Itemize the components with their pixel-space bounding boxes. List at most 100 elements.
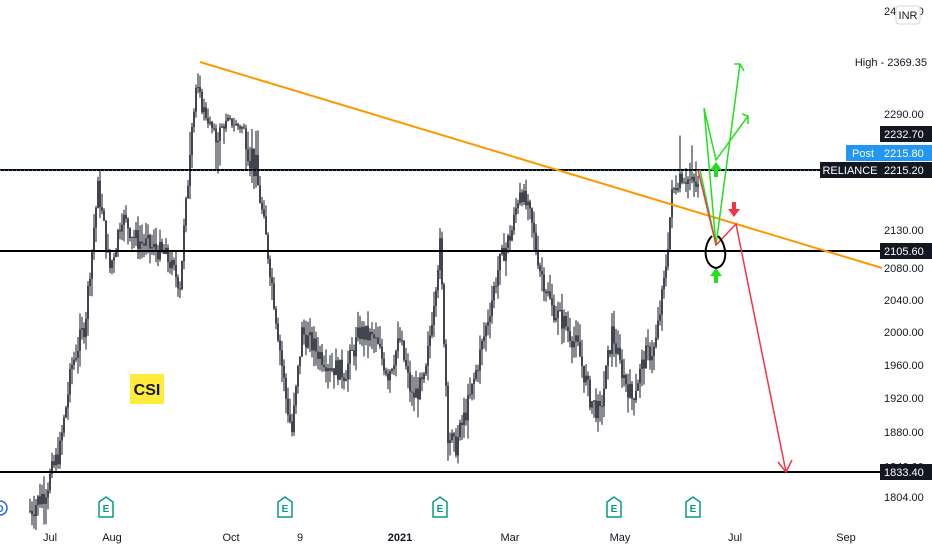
candle-body xyxy=(273,283,275,309)
candle-body xyxy=(471,383,473,395)
earnings-marker[interactable]: E xyxy=(606,496,622,518)
candle-body xyxy=(223,126,225,129)
price-tag[interactable]: 2232.70 xyxy=(880,126,932,142)
buy-signal-arrow xyxy=(710,268,722,283)
price-tag[interactable]: 1833.40 xyxy=(880,464,932,480)
candle-body xyxy=(317,351,319,359)
touch-point-circle xyxy=(704,235,727,270)
bullish-projection-path-alt[interactable] xyxy=(703,107,749,246)
candle-body xyxy=(527,201,529,206)
price-tag[interactable]: 2215.20 RELIANCE xyxy=(820,162,932,178)
candle-body xyxy=(75,357,77,360)
price-tag[interactable]: High - 2369.35 xyxy=(855,57,927,69)
candle-body xyxy=(619,347,621,360)
candle-body xyxy=(491,300,493,317)
price-tag[interactable]: 2105.60 xyxy=(880,243,932,259)
candle-body xyxy=(221,126,223,128)
candle-body xyxy=(37,496,39,506)
candle-body xyxy=(167,247,169,262)
candle-body xyxy=(521,192,523,203)
candle-body xyxy=(293,405,295,433)
candle-body xyxy=(99,180,101,208)
candle-body xyxy=(591,401,593,408)
candle-body xyxy=(415,388,417,398)
candle-body xyxy=(153,243,155,248)
price-tag[interactable]: 2215.80 Post xyxy=(846,145,932,161)
candle-body xyxy=(499,253,501,271)
candle-body xyxy=(385,370,387,374)
candle-body xyxy=(63,417,65,433)
candle-body xyxy=(549,291,551,299)
candle-body xyxy=(81,328,83,330)
candle-body xyxy=(55,454,57,466)
candle-body xyxy=(625,374,627,385)
candle-body xyxy=(467,395,469,421)
candle-body xyxy=(545,291,547,294)
bullish-arrowhead[interactable] xyxy=(734,63,745,72)
candle-body xyxy=(469,394,471,396)
candle-body xyxy=(333,368,335,376)
candle-body xyxy=(411,391,413,393)
candle-body xyxy=(145,238,147,246)
x-tick-label: Sep xyxy=(836,532,856,544)
candle-body xyxy=(339,359,341,380)
event-marker-label: E xyxy=(611,504,618,515)
candle-body xyxy=(635,390,637,401)
candle-body xyxy=(539,265,541,272)
candle-body xyxy=(575,335,577,342)
candle-body xyxy=(83,328,85,338)
candle-body xyxy=(311,332,313,351)
earnings-marker[interactable]: E xyxy=(432,496,448,518)
candle-body xyxy=(35,505,37,517)
bearish-arrowhead[interactable] xyxy=(777,459,793,474)
candle-body xyxy=(503,248,505,261)
bullish-arrowhead-alt[interactable] xyxy=(741,113,749,124)
candle-body xyxy=(241,127,243,129)
candle-body xyxy=(205,107,207,119)
candle-body xyxy=(667,249,669,267)
candle-body xyxy=(245,128,247,150)
candle-body xyxy=(157,251,159,260)
candle-body xyxy=(655,337,657,347)
dividend-marker[interactable]: D xyxy=(0,500,8,516)
candle-body xyxy=(595,400,597,419)
candle-body xyxy=(53,461,55,466)
trendline[interactable] xyxy=(199,61,883,269)
earnings-marker[interactable]: E xyxy=(277,496,293,518)
candle-body xyxy=(43,493,45,504)
candle-body xyxy=(57,454,59,465)
candle-body xyxy=(445,344,447,386)
csi-annotation[interactable]: CSI xyxy=(130,374,164,404)
support-resistance-lines xyxy=(0,169,880,473)
earnings-marker[interactable]: E xyxy=(98,496,114,518)
candle-body xyxy=(653,346,655,357)
candle-body xyxy=(645,345,647,369)
candle-body xyxy=(649,346,651,361)
x-tick-label: Mar xyxy=(501,532,520,544)
annotation-label: CSI xyxy=(134,382,161,399)
buy-signal-arrow xyxy=(710,162,722,177)
candle-body xyxy=(207,118,209,124)
candle-body xyxy=(681,173,683,183)
candle-body xyxy=(643,359,645,369)
currency-badge[interactable]: INR xyxy=(895,5,921,25)
candle-body xyxy=(571,340,573,348)
candle-body xyxy=(249,161,251,169)
currency-label: INR xyxy=(899,10,918,22)
candle-body xyxy=(485,325,487,337)
candle-body xyxy=(583,365,585,383)
candle-body xyxy=(509,235,511,241)
candle-body xyxy=(161,241,163,251)
candle-body xyxy=(313,338,315,351)
candle-body xyxy=(493,286,495,301)
candle-body xyxy=(73,359,75,366)
bearish-projection-path[interactable] xyxy=(697,169,787,473)
candle-body xyxy=(263,209,265,217)
earnings-marker[interactable]: E xyxy=(685,496,701,518)
candle-body xyxy=(465,412,467,421)
candle-body xyxy=(275,308,277,324)
trendline-layer xyxy=(199,61,883,269)
candle-body xyxy=(309,332,311,336)
